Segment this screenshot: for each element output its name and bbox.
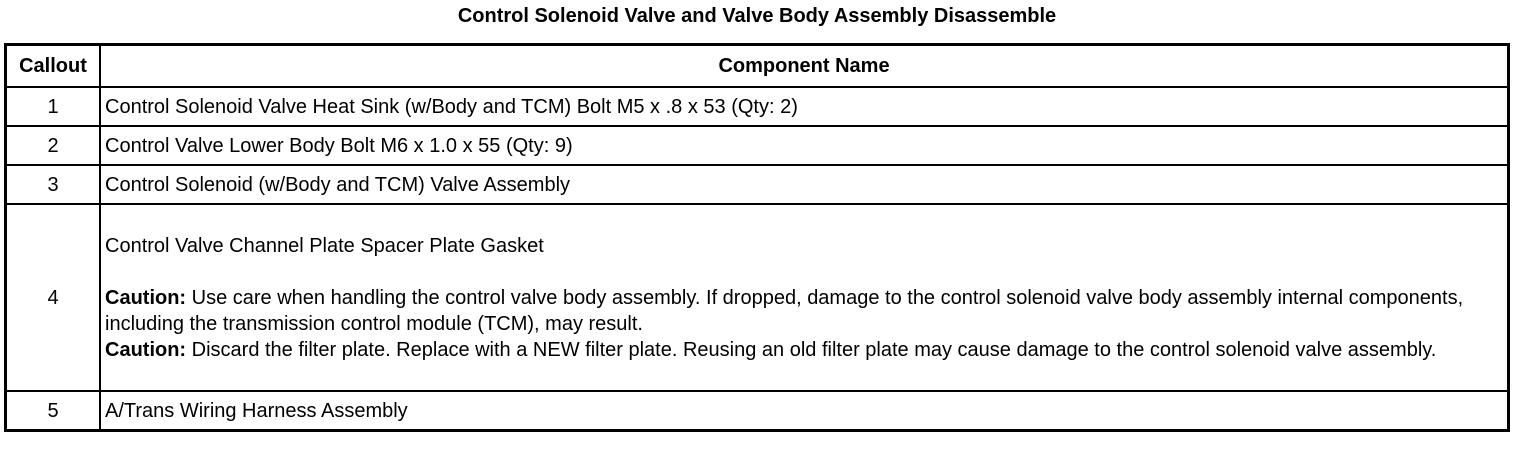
component-name-cell: A/Trans Wiring Harness Assembly: [99, 390, 1510, 432]
component-name-header: Component Name: [99, 43, 1510, 88]
component-name-cell: Control Valve Channel Plate Spacer Plate…: [99, 203, 1510, 392]
component-name-cell: Control Solenoid Valve Heat Sink (w/Body…: [99, 86, 1510, 127]
callout-cell: 5: [4, 390, 101, 432]
table-row: 2 Control Valve Lower Body Bolt M6 x 1.0…: [4, 125, 1510, 166]
caution-text: Discard the filter plate. Replace with a…: [186, 338, 1437, 361]
component-name-cell: Control Solenoid (w/Body and TCM) Valve …: [99, 164, 1510, 205]
table-row: 3 Control Solenoid (w/Body and TCM) Valv…: [4, 164, 1510, 205]
callout-cell: 4: [4, 203, 101, 392]
callout-cell: 3: [4, 164, 101, 205]
callout-cell: 2: [4, 125, 101, 166]
caution-label: Caution:: [105, 286, 187, 309]
callout-cell: 1: [4, 86, 101, 127]
caution-note: Caution: Use care when handling the cont…: [105, 285, 1503, 337]
document-title: Control Solenoid Valve and Valve Body As…: [457, 5, 1057, 27]
table-row: 1 Control Solenoid Valve Heat Sink (w/Bo…: [4, 86, 1510, 127]
components-table: Callout Component Name 1 Control Solenoi…: [4, 43, 1510, 432]
caution-note: Caution: Discard the filter plate. Repla…: [105, 337, 1503, 363]
component-name: Control Valve Channel Plate Spacer Plate…: [105, 234, 544, 257]
caution-text: Use care when handling the control valve…: [105, 286, 1464, 335]
callout-header: Callout: [4, 43, 101, 88]
caution-label: Caution:: [105, 338, 187, 361]
table-row: 4 Control Valve Channel Plate Spacer Pla…: [4, 203, 1510, 392]
table-row: 5 A/Trans Wiring Harness Assembly: [4, 390, 1510, 432]
component-name-cell: Control Valve Lower Body Bolt M6 x 1.0 x…: [99, 125, 1510, 166]
table-header-row: Callout Component Name: [4, 43, 1510, 88]
